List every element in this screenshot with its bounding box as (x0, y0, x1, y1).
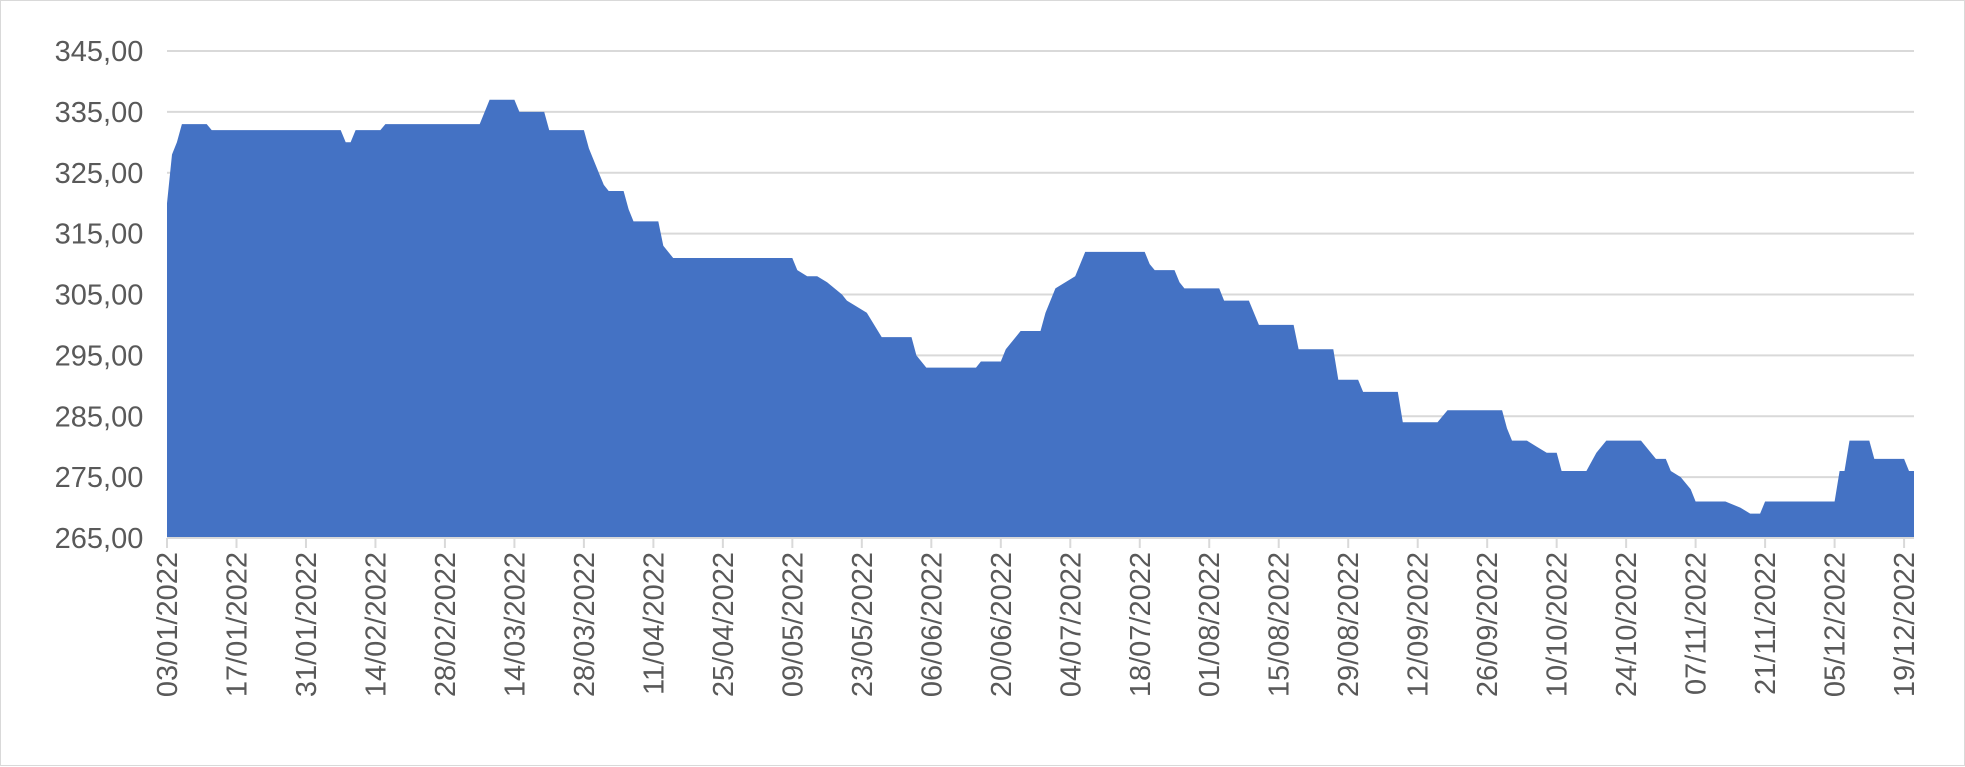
x-tick-label: 28/03/2022 (569, 552, 601, 697)
x-tick-label: 03/01/2022 (152, 552, 184, 697)
y-tick-label: 345,00 (55, 36, 144, 68)
y-tick-label: 325,00 (55, 158, 144, 190)
x-tick-label: 26/09/2022 (1472, 552, 1504, 697)
x-tick-label: 24/10/2022 (1611, 552, 1643, 697)
x-tick-label: 14/03/2022 (499, 552, 531, 697)
y-tick-label: 275,00 (55, 462, 144, 494)
x-tick-label: 12/09/2022 (1403, 552, 1435, 697)
x-tick-label: 17/01/2022 (222, 552, 254, 697)
x-tick-label: 15/08/2022 (1264, 552, 1296, 697)
y-tick-label: 315,00 (55, 219, 144, 251)
x-tick-label: 10/10/2022 (1542, 552, 1574, 697)
x-axis (166, 537, 1914, 548)
y-tick-label: 295,00 (55, 340, 144, 372)
y-tick-label: 265,00 (55, 523, 144, 555)
plot-area (167, 99, 1914, 538)
x-tick-label: 01/08/2022 (1194, 552, 1226, 697)
x-tick-label: 21/11/2022 (1750, 552, 1782, 695)
x-tick-label: 20/06/2022 (986, 552, 1018, 697)
x-tick-label: 25/04/2022 (708, 552, 740, 697)
y-axis-labels: 265,00 275,00 285,00 295,00 305,00 315,00 325,… (55, 36, 144, 555)
x-tick-label: 07/11/2022 (1681, 552, 1713, 695)
x-tick-label: 05/12/2022 (1820, 552, 1852, 697)
x-tick-label: 18/07/2022 (1125, 552, 1157, 697)
x-tick-label: 14/02/2022 (360, 552, 392, 697)
x-tick-label: 23/05/2022 (847, 552, 879, 697)
x-tick-label: 19/12/2022 (1889, 552, 1921, 697)
y-tick-label: 285,00 (55, 401, 144, 433)
x-tick-label: 09/05/2022 (777, 552, 809, 697)
y-tick-label: 335,00 (55, 97, 144, 129)
x-tick-label: 28/02/2022 (430, 552, 462, 697)
x-tick-label: 31/01/2022 (291, 552, 323, 697)
x-tick-label: 29/08/2022 (1333, 552, 1365, 697)
area-series (167, 99, 1914, 538)
x-tick-label: 11/04/2022 (638, 552, 670, 695)
x-tick-label: 04/07/2022 (1055, 552, 1087, 697)
x-tick-label: 06/06/2022 (916, 552, 948, 697)
x-axis-labels: 03/01/2022 17/01/2022 31/01/2022 14/02/2022… (152, 552, 1921, 697)
y-tick-label: 305,00 (55, 280, 144, 312)
